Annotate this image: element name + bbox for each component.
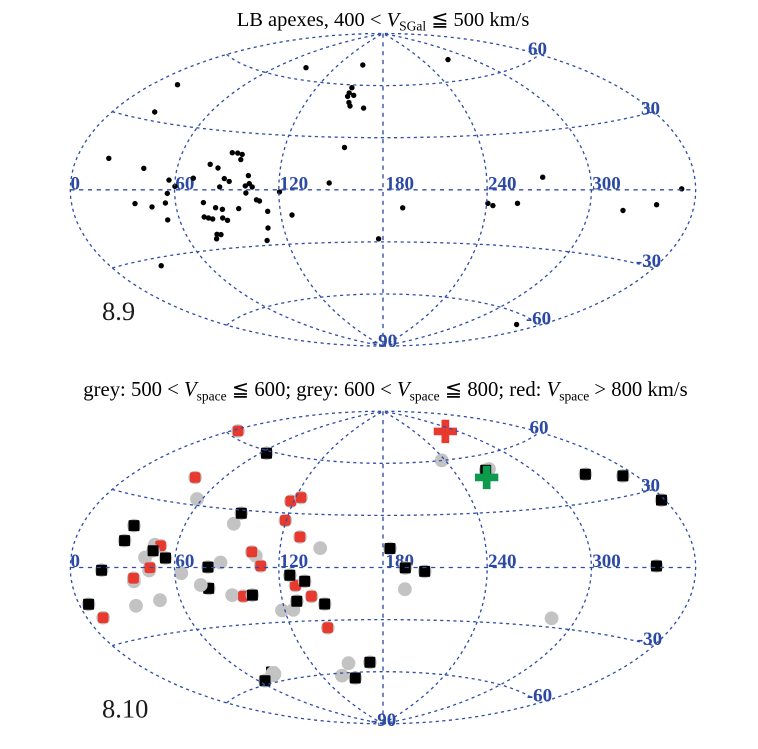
svg-text:0: 0 bbox=[71, 551, 81, 572]
svg-text:grey: 500 < Vspace ≦ 600; grey: grey: 500 < Vspace ≦ 600; grey: 600 < Vs… bbox=[83, 379, 687, 404]
svg-text:8.9: 8.9 bbox=[102, 296, 135, 326]
svg-text:-60: -60 bbox=[527, 686, 552, 707]
svg-text:120: 120 bbox=[280, 551, 309, 572]
svg-text:-60: -60 bbox=[526, 309, 551, 330]
svg-text:8.10: 8.10 bbox=[102, 694, 148, 724]
svg-text:60: 60 bbox=[530, 418, 549, 439]
svg-text:30: 30 bbox=[641, 476, 660, 497]
svg-text:-30: -30 bbox=[637, 629, 662, 650]
svg-text:60: 60 bbox=[528, 39, 547, 60]
svg-text:120: 120 bbox=[280, 174, 309, 195]
svg-text:300: 300 bbox=[592, 174, 621, 195]
svg-text:-90: -90 bbox=[372, 331, 397, 352]
svg-text:0: 0 bbox=[71, 174, 81, 195]
svg-text:240: 240 bbox=[488, 174, 517, 195]
svg-text:30: 30 bbox=[641, 99, 660, 120]
svg-text:LB apexes, 400 < VSGal ≦ 500 k: LB apexes, 400 < VSGal ≦ 500 km/s bbox=[237, 9, 530, 34]
svg-text:60: 60 bbox=[175, 174, 194, 195]
svg-text:300: 300 bbox=[592, 551, 621, 572]
svg-text:180: 180 bbox=[386, 174, 415, 195]
svg-text:240: 240 bbox=[488, 551, 517, 572]
svg-text:-30: -30 bbox=[636, 251, 661, 272]
